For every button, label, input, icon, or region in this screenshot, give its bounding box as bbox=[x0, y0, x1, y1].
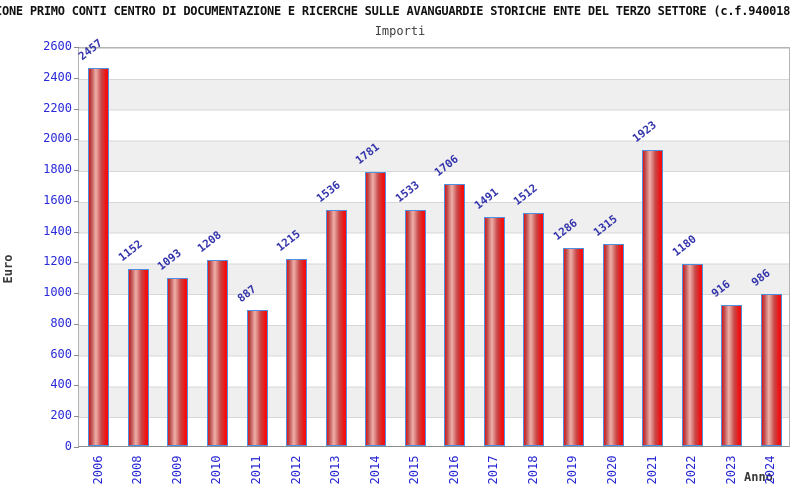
x-axis-tick-label: 2015 bbox=[407, 455, 422, 485]
x-axis-tick-label: 2023 bbox=[723, 455, 738, 485]
bar bbox=[365, 172, 386, 446]
y-axis-tick-mark bbox=[74, 385, 79, 387]
x-axis-tick-label: 2020 bbox=[605, 455, 619, 485]
bar bbox=[603, 244, 624, 446]
bar bbox=[761, 294, 782, 446]
bar-value-label: 887 bbox=[234, 282, 259, 305]
bar bbox=[682, 264, 703, 446]
bar-value-label: 1533 bbox=[392, 178, 422, 205]
bar bbox=[444, 184, 465, 446]
chart-title: IONE PRIMO CONTI CENTRO DI DOCUMENTAZION… bbox=[0, 4, 791, 18]
bar bbox=[128, 269, 149, 446]
y-axis-tick-label: 400 bbox=[50, 377, 72, 392]
x-axis-tick-label: 2010 bbox=[209, 455, 224, 485]
y-axis-tick-mark bbox=[74, 139, 79, 141]
bar bbox=[286, 259, 307, 446]
bar-value-label: 1208 bbox=[194, 228, 224, 255]
x-axis-tick-label: 2009 bbox=[169, 455, 184, 485]
y-axis-tick-mark bbox=[74, 200, 79, 202]
y-axis-tick-mark bbox=[74, 293, 79, 295]
bar bbox=[523, 213, 544, 446]
y-axis-tick-mark bbox=[74, 416, 79, 418]
x-axis-tick-label: 2013 bbox=[328, 455, 343, 485]
x-axis-title: Anno bbox=[744, 470, 773, 484]
bar-value-label: 1215 bbox=[273, 227, 303, 254]
x-axis-tick-label: 2018 bbox=[525, 455, 540, 485]
y-axis-tick-mark bbox=[74, 47, 79, 48]
bar-value-label: 916 bbox=[708, 277, 733, 300]
bar bbox=[642, 150, 663, 446]
bar-value-label: 986 bbox=[748, 266, 773, 289]
y-axis-tick-label: 2000 bbox=[43, 131, 72, 146]
bar-value-label: 1180 bbox=[669, 232, 699, 259]
x-axis-tick-label: 2022 bbox=[684, 455, 699, 485]
bar-value-label: 2457 bbox=[75, 36, 105, 63]
x-axis-tick-label: 2017 bbox=[486, 455, 501, 485]
bar bbox=[326, 210, 347, 446]
x-axis-tick-label: 2024 bbox=[763, 455, 778, 485]
y-axis-tick-mark bbox=[74, 323, 79, 325]
y-axis-tick-mark bbox=[74, 77, 79, 79]
y-axis-tick-mark bbox=[74, 354, 79, 356]
y-axis-tick-mark bbox=[74, 447, 79, 448]
x-axis-tick-label: 2008 bbox=[130, 455, 145, 485]
y-axis-tick-label: 2600 bbox=[43, 39, 72, 53]
bar bbox=[88, 68, 109, 446]
y-axis-tick-label: 2200 bbox=[43, 100, 72, 115]
x-axis-tick-label: 2021 bbox=[644, 455, 659, 485]
bar-value-label: 1491 bbox=[471, 185, 501, 212]
y-axis-tick-label: 1200 bbox=[43, 254, 72, 269]
x-axis-tick-label: 2016 bbox=[446, 455, 461, 485]
x-axis-tick-label: 2019 bbox=[565, 455, 580, 485]
bar-value-label: 1923 bbox=[629, 118, 659, 145]
bar-value-label: 1093 bbox=[154, 246, 184, 273]
plot-area: 2457 1152 1093 1208 887 1215 1536 1781 1533 1706 1… bbox=[76, 36, 790, 447]
bar-value-label: 1152 bbox=[115, 237, 145, 264]
bar bbox=[167, 278, 188, 446]
bar bbox=[563, 248, 584, 446]
y-axis-tick-label: 1800 bbox=[43, 162, 72, 177]
x-axis-tick-label: 2011 bbox=[249, 455, 263, 485]
bar bbox=[721, 305, 742, 446]
chart-subtitle: Importi bbox=[374, 24, 426, 38]
y-axis-tick-label: 0 bbox=[64, 439, 72, 453]
y-axis-tick-label: 1600 bbox=[43, 192, 72, 207]
bar-value-label: 1286 bbox=[550, 216, 580, 243]
y-axis-tick-label: 2400 bbox=[43, 69, 72, 84]
bar-value-label: 1536 bbox=[313, 178, 343, 205]
y-axis-tick-mark bbox=[74, 262, 79, 264]
y-axis-tick-mark bbox=[74, 231, 79, 233]
x-axis-tick-label: 2012 bbox=[288, 455, 303, 485]
bar bbox=[207, 260, 228, 446]
bar-value-label: 1315 bbox=[590, 212, 620, 239]
x-axis-tick-label: 2006 bbox=[90, 455, 105, 485]
y-axis-tick-mark bbox=[74, 170, 79, 172]
bar-value-label: 1781 bbox=[352, 140, 382, 167]
y-axis-tick-label: 1400 bbox=[43, 223, 72, 238]
y-axis-tick-mark bbox=[74, 108, 79, 110]
bar-value-label: 1512 bbox=[510, 181, 540, 208]
bar bbox=[484, 217, 505, 446]
bar bbox=[247, 310, 268, 446]
x-axis-tick-label: 2014 bbox=[367, 455, 382, 485]
bar-value-label: 1706 bbox=[431, 152, 461, 179]
y-axis-tick-label: 1000 bbox=[43, 285, 72, 300]
y-axis-tick-label: 200 bbox=[50, 408, 72, 423]
y-axis-tick-label: 800 bbox=[50, 315, 72, 330]
y-axis-tick-label: 600 bbox=[50, 346, 72, 361]
bar bbox=[405, 210, 426, 446]
